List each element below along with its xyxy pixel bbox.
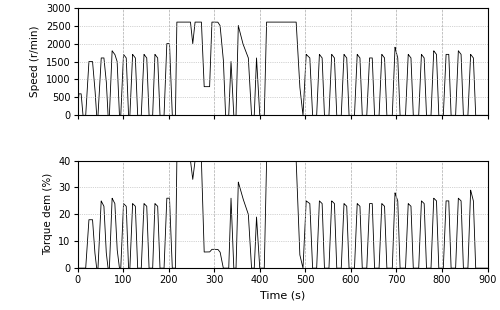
Y-axis label: Torque dem (%): Torque dem (%)	[42, 173, 52, 255]
Y-axis label: Speed (r/min): Speed (r/min)	[30, 26, 40, 97]
X-axis label: Time (s): Time (s)	[260, 291, 305, 301]
